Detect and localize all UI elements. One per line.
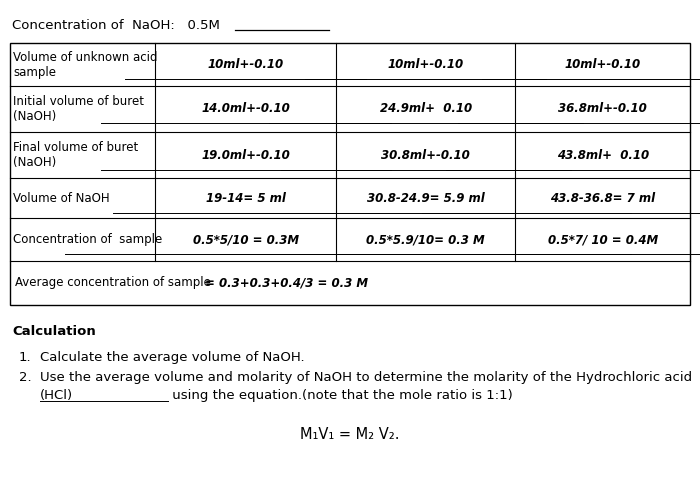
Bar xyxy=(10,43,690,305)
Text: using the equation.(note that the mole ratio is 1:1): using the equation.(note that the mole r… xyxy=(168,389,512,402)
Text: 2.: 2. xyxy=(19,371,32,384)
Text: 19.0ml+-0.10: 19.0ml+-0.10 xyxy=(202,149,290,161)
Text: = 0.3+0.3+0.4/3 = 0.3 M: = 0.3+0.3+0.4/3 = 0.3 M xyxy=(205,277,368,289)
Text: 10ml+-0.10: 10ml+-0.10 xyxy=(208,58,284,71)
Text: 19-14= 5 ml: 19-14= 5 ml xyxy=(206,192,286,204)
Text: (HCl): (HCl) xyxy=(40,389,73,402)
Text: 0.5*7/ 10 = 0.4M: 0.5*7/ 10 = 0.4M xyxy=(547,233,658,246)
Text: Average concentration of sample: Average concentration of sample xyxy=(15,277,211,289)
Text: 36.8ml+-0.10: 36.8ml+-0.10 xyxy=(559,103,647,115)
Text: Use the average volume and molarity of NaOH to determine the molarity of the Hyd: Use the average volume and molarity of N… xyxy=(40,371,692,384)
Text: 30.8-24.9= 5.9 ml: 30.8-24.9= 5.9 ml xyxy=(367,192,484,204)
Text: Initial volume of buret
(NaOH): Initial volume of buret (NaOH) xyxy=(13,95,144,123)
Text: 0.5*5/10 = 0.3M: 0.5*5/10 = 0.3M xyxy=(193,233,299,246)
Text: 14.0ml+-0.10: 14.0ml+-0.10 xyxy=(202,103,290,115)
Text: 24.9ml+  0.10: 24.9ml+ 0.10 xyxy=(379,103,472,115)
Text: 0.5*5.9/10= 0.3 M: 0.5*5.9/10= 0.3 M xyxy=(366,233,485,246)
Text: Volume of unknown acid
sample: Volume of unknown acid sample xyxy=(13,51,158,79)
Text: Final volume of buret
(NaOH): Final volume of buret (NaOH) xyxy=(13,141,139,169)
Text: Calculate the average volume of NaOH.: Calculate the average volume of NaOH. xyxy=(40,351,304,364)
Text: Concentration of  NaOH:   0.5M: Concentration of NaOH: 0.5M xyxy=(12,19,220,32)
Text: 1.: 1. xyxy=(19,351,32,364)
Text: 30.8ml+-0.10: 30.8ml+-0.10 xyxy=(382,149,470,161)
Text: 43.8-36.8= 7 ml: 43.8-36.8= 7 ml xyxy=(550,192,655,204)
Text: 10ml+-0.10: 10ml+-0.10 xyxy=(565,58,641,71)
Text: Volume of NaOH: Volume of NaOH xyxy=(13,192,110,204)
Text: Calculation: Calculation xyxy=(12,325,96,338)
Text: 43.8ml+  0.10: 43.8ml+ 0.10 xyxy=(556,149,649,161)
Text: 10ml+-0.10: 10ml+-0.10 xyxy=(388,58,463,71)
Text: M₁V₁ = M₂ V₂.: M₁V₁ = M₂ V₂. xyxy=(300,427,400,442)
Text: Concentration of  sample: Concentration of sample xyxy=(13,233,162,246)
